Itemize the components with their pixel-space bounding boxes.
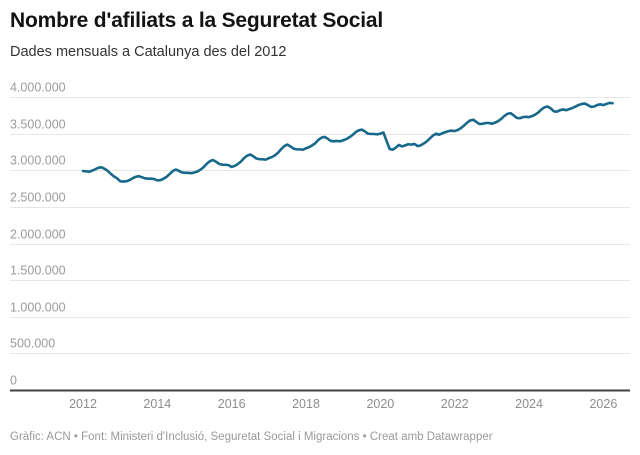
chart-header: Nombre d'afiliats a la Seguretat Social … <box>10 8 630 62</box>
y-tick-label: 3.000.000 <box>10 154 66 168</box>
x-tick-label: 2012 <box>69 397 97 411</box>
x-tick-label: 2014 <box>143 397 171 411</box>
chart-footer: Gràfic: ACN • Font: Ministeri d'Inclusió… <box>10 431 493 443</box>
x-tick-label: 2024 <box>515 397 543 411</box>
x-tick-label: 2018 <box>292 397 320 411</box>
x-tick-label: 2020 <box>366 397 394 411</box>
chart-subtitle: Dades mensuals a Catalunya des del 2012 <box>10 44 287 61</box>
x-tick-label: 2016 <box>218 397 246 411</box>
y-tick-label: 4.000.000 <box>10 81 66 95</box>
x-tick-label: 2026 <box>589 397 617 411</box>
data-line-afiliats <box>81 101 614 183</box>
chart-title: Nombre d'afiliats a la Seguretat Social <box>10 9 383 32</box>
y-tick-label: 2.500.000 <box>10 191 66 205</box>
y-tick-label: 3.500.000 <box>10 118 66 132</box>
y-tick-label: 0 <box>10 374 17 388</box>
x-tick-label: 2022 <box>441 397 469 411</box>
y-tick-label: 2.000.000 <box>10 228 66 242</box>
y-tick-label: 1.000.000 <box>10 301 66 315</box>
y-tick-label: 1.500.000 <box>10 264 66 278</box>
y-tick-label: 500.000 <box>10 337 55 351</box>
